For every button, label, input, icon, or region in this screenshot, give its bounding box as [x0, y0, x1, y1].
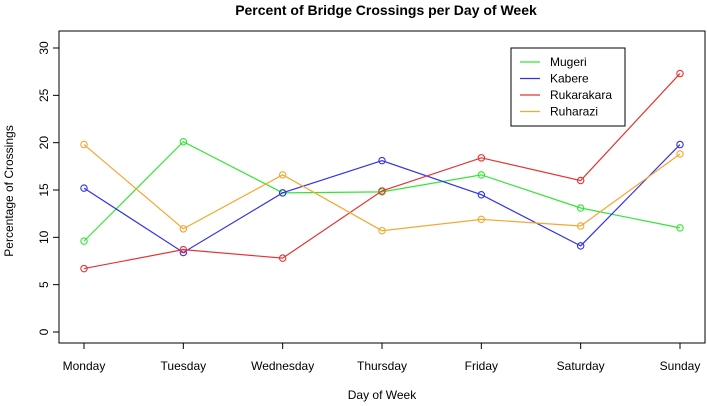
data-point-ruharazi — [179, 225, 188, 233]
legend-label-mugeri: Mugeri — [550, 55, 587, 69]
y-tick-label: 15 — [37, 183, 51, 197]
data-point-mugeri — [80, 237, 88, 245]
legend-label-rukarakara: Rukarakara — [550, 88, 612, 102]
y-tick-label: 5 — [37, 281, 51, 288]
data-point-rukarakara — [378, 187, 386, 195]
data-point-ruharazi — [576, 222, 585, 230]
x-axis-title: Day of Week — [348, 388, 417, 402]
x-tick-label: Wednesday — [251, 359, 314, 373]
chart-title: Percent of Bridge Crossings per Day of W… — [235, 2, 537, 18]
y-axis-title: Percentage of Crossings — [2, 125, 16, 256]
data-point-ruharazi — [80, 140, 88, 149]
data-point-rukarakara — [576, 176, 585, 185]
legend-label-ruharazi: Ruharazi — [550, 105, 598, 119]
x-tick-label: Thursday — [357, 359, 407, 373]
data-point-ruharazi — [676, 150, 684, 158]
x-tick-label: Friday — [465, 359, 498, 373]
data-point-kabere — [477, 190, 486, 199]
axes: 0 5 10 15 20 25 30 Monday Tuesday Wednesday Thursd… — [37, 30, 706, 373]
data-point-kabere — [576, 242, 585, 250]
series-line-ruharazi — [83, 144, 681, 232]
data-point-mugeri — [179, 137, 188, 146]
x-tick-label: Tuesday — [161, 359, 207, 373]
data-point-rukarakara — [80, 264, 88, 273]
data-point-rukarakara — [179, 245, 188, 254]
series-layer — [80, 69, 684, 273]
x-tick-label: Sunday — [660, 359, 701, 373]
y-tick-label: 20 — [37, 136, 51, 150]
y-tick-label: 10 — [37, 230, 51, 244]
series-line-kabere — [83, 144, 681, 254]
legend-box — [510, 47, 626, 127]
y-tick-label: 0 — [37, 328, 51, 335]
series-line-mugeri — [83, 140, 681, 242]
data-point-kabere — [80, 184, 88, 192]
x-tick-label: Saturday — [557, 359, 605, 373]
data-point-rukarakara — [477, 154, 486, 162]
data-point-rukarakara — [676, 69, 684, 78]
y-tick-label: 30 — [37, 41, 51, 55]
series-line-rukarakara — [83, 73, 681, 270]
legend: Mugeri Kabere Rukarakara Ruharazi — [510, 47, 626, 127]
data-point-ruharazi — [278, 171, 287, 179]
data-point-mugeri — [477, 171, 486, 179]
data-point-mugeri — [676, 224, 684, 232]
data-point-ruharazi — [378, 226, 386, 235]
series-ruharazi — [80, 140, 684, 235]
series-kabere — [80, 140, 684, 257]
data-point-mugeri — [576, 204, 585, 212]
legend-label-kabere: Kabere — [550, 72, 589, 86]
y-tick-label: 25 — [37, 88, 51, 102]
data-point-kabere — [278, 189, 287, 197]
data-point-rukarakara — [278, 254, 287, 262]
series-rukarakara — [80, 69, 684, 273]
data-point-kabere — [378, 156, 386, 165]
x-tick-label: Monday — [63, 359, 106, 373]
data-point-ruharazi — [477, 215, 486, 224]
data-point-kabere — [676, 140, 684, 149]
